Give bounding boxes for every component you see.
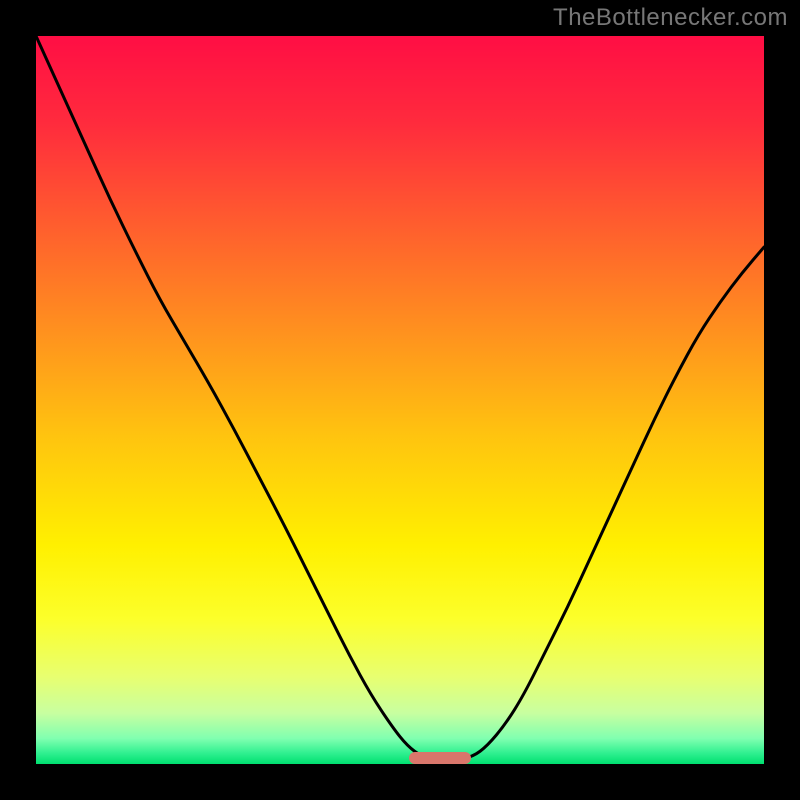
bottleneck-curve: [36, 36, 764, 764]
watermark-label: TheBottlenecker.com: [553, 4, 788, 32]
optimal-marker: [409, 752, 471, 764]
plot-area: [36, 36, 764, 764]
